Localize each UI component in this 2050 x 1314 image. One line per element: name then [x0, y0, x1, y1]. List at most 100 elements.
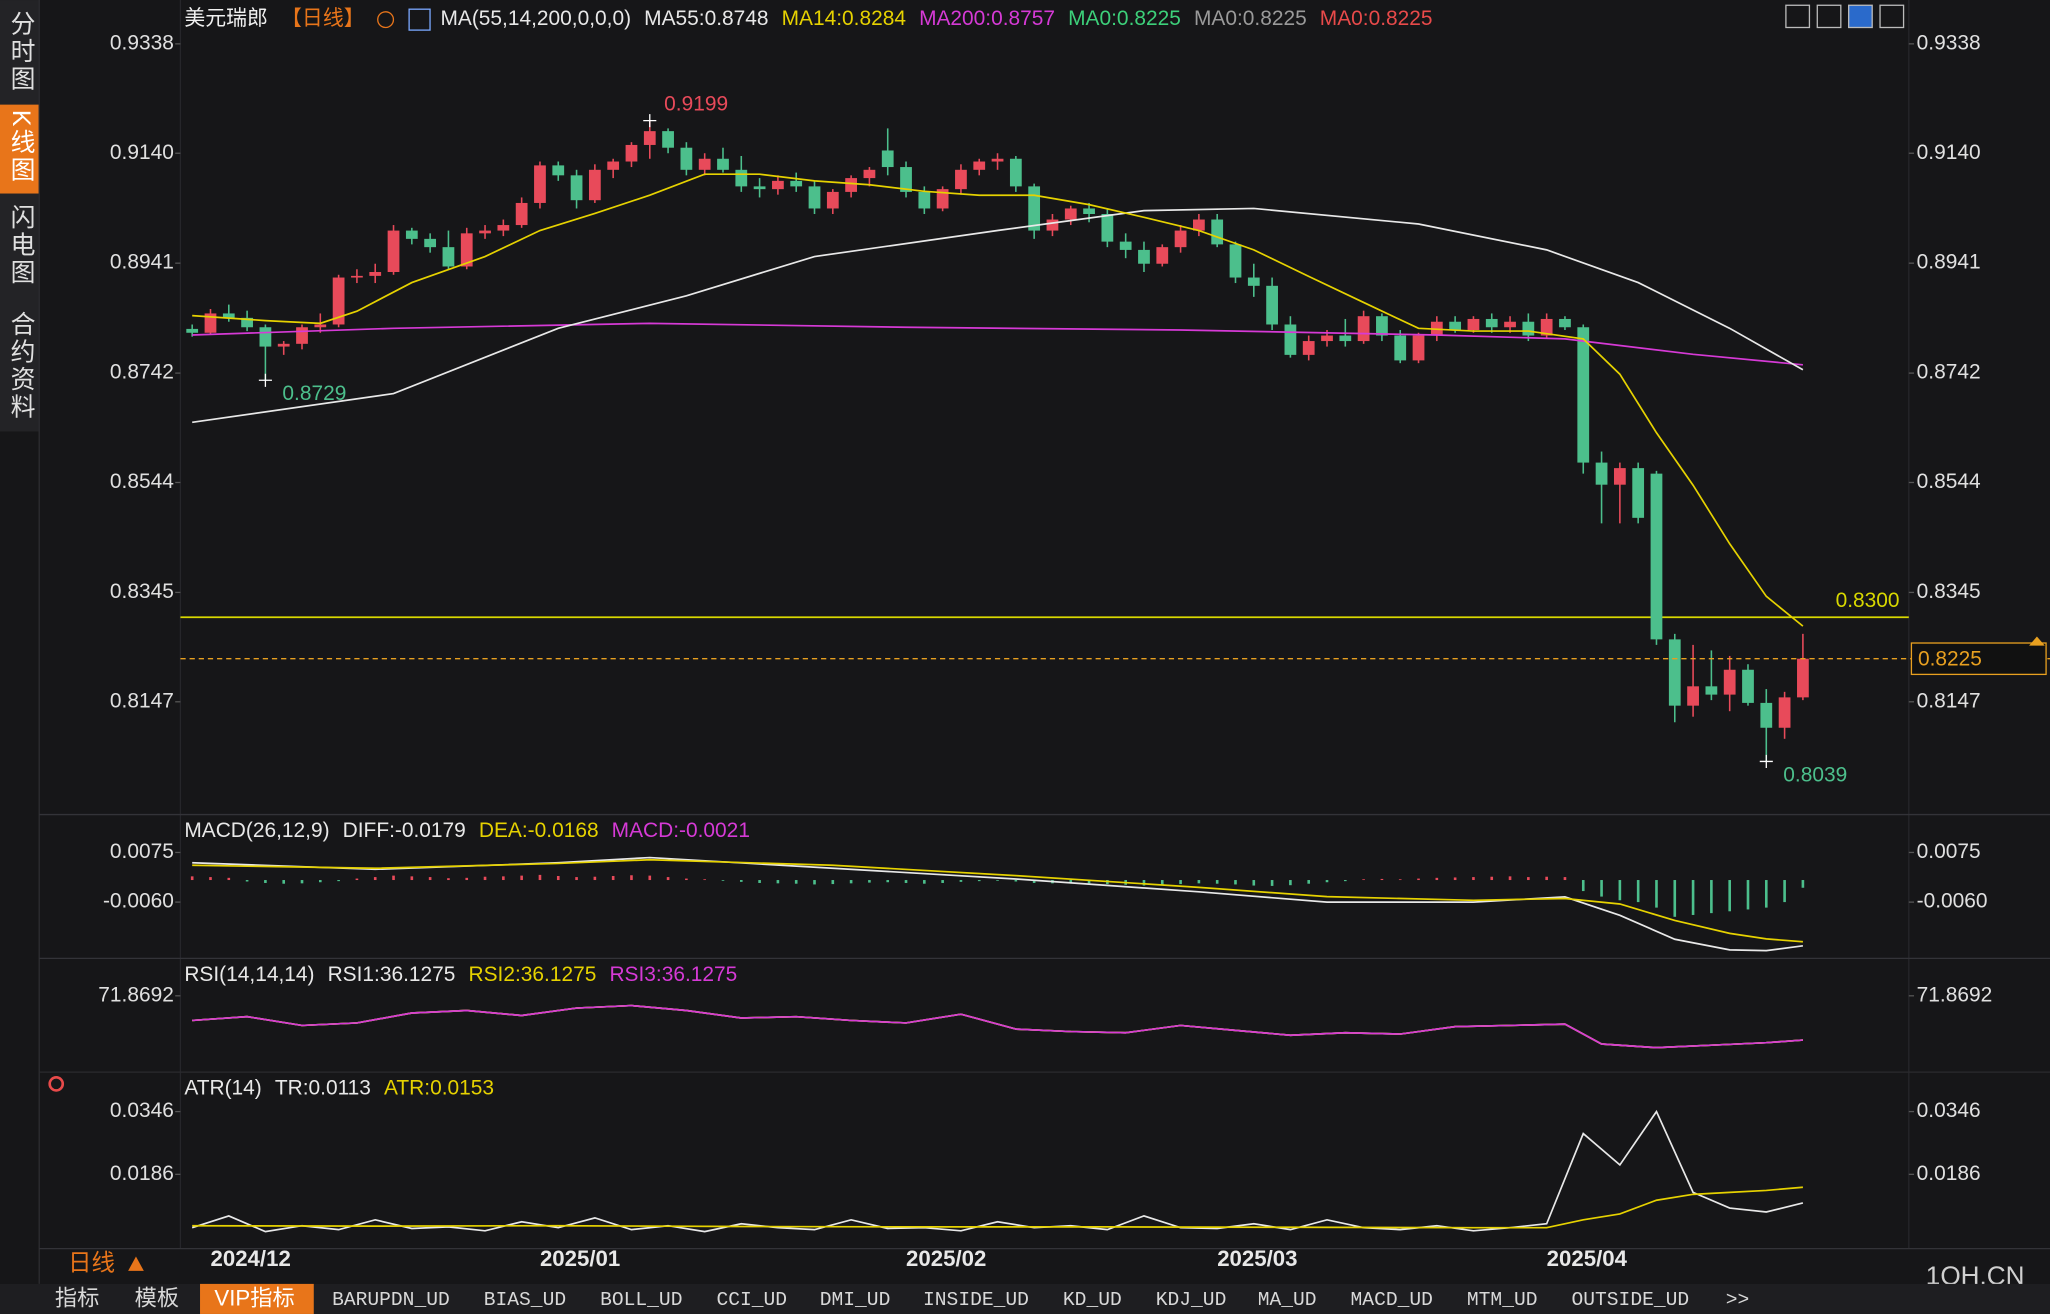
y-tick-label: 0.8345 [110, 580, 174, 603]
macd-bar [428, 877, 432, 881]
chart-title: 美元瑞郎 [184, 7, 268, 30]
macd-bar [1618, 880, 1622, 901]
x-tick-label: 2025/03 [1217, 1246, 1297, 1271]
bottom-tab[interactable]: DMI_UD [820, 1289, 891, 1311]
macd-bar [1783, 880, 1786, 903]
period-label[interactable]: 日线 [68, 1250, 115, 1276]
sidebar-tab[interactable]: 闪电图 [7, 204, 34, 287]
macd-bar [1087, 880, 1091, 884]
candle-body [1595, 462, 1608, 485]
macd-bar [556, 875, 560, 881]
candle-body [790, 180, 803, 187]
candle-body [881, 150, 894, 168]
candle-body [1559, 318, 1571, 328]
macd-bar [1508, 876, 1512, 881]
macd-bar [1252, 880, 1256, 886]
bottom-tab[interactable]: 指标 [55, 1285, 99, 1310]
macd-bar [264, 880, 267, 883]
sidebar-tab[interactable]: K线图 [7, 110, 34, 184]
macd-bar [502, 876, 505, 881]
candle-body [936, 189, 949, 209]
active-tab-bg [200, 1283, 314, 1314]
candle-body [845, 178, 857, 192]
candle-body [991, 158, 1004, 162]
candle-body [808, 186, 821, 209]
icon[interactable] [1816, 4, 1842, 29]
bottom-tab[interactable]: VIP指标 [214, 1285, 294, 1310]
candle-body [588, 169, 601, 201]
sidebar-tab[interactable]: 分时图 [7, 10, 34, 93]
icon[interactable] [48, 1076, 65, 1092]
y-tick-label: 0.9338 [1917, 31, 1981, 54]
candle-body [534, 165, 546, 203]
macd-bar [1362, 879, 1365, 881]
bottom-tab[interactable]: >> [1726, 1289, 1750, 1311]
y-tick-label: -0.0060 [1917, 890, 1988, 913]
candle-body [680, 147, 693, 170]
indicator-line [192, 858, 1803, 943]
icon[interactable] [1879, 4, 1905, 29]
sidebar [0, 0, 40, 432]
bottom-tab[interactable]: BARUPDN_UD [332, 1289, 450, 1311]
candle-body [479, 230, 491, 234]
y-tick-label: 0.8147 [1917, 689, 1981, 712]
x-tick-label: 2025/01 [540, 1246, 620, 1271]
bottom-tab[interactable]: KDJ_UD [1156, 1289, 1227, 1311]
macd-bar [447, 878, 450, 881]
high-label: 0.9199 [664, 92, 728, 115]
macd-bar [776, 880, 780, 884]
candle-body [552, 165, 565, 176]
x-tick-label: 2025/04 [1547, 1246, 1628, 1271]
icon[interactable] [1785, 4, 1811, 29]
bottom-tab[interactable]: MTM_UD [1467, 1289, 1538, 1311]
macd-bar [1197, 880, 1201, 884]
macd-bar [1545, 876, 1548, 881]
y-tick-label: 0.0186 [1917, 1162, 1981, 1185]
macd-bar [483, 876, 487, 881]
candle-body [222, 313, 235, 318]
bottom-tab[interactable]: KD_UD [1063, 1289, 1122, 1311]
y-tick-label: 0.8941 [1917, 251, 1981, 274]
bottom-tab[interactable]: BIAS_UD [484, 1289, 566, 1311]
candle-body [900, 167, 912, 192]
bottom-bar [0, 1283, 2050, 1314]
legend-entry: MACD:-0.0021 [612, 819, 750, 842]
period: 【日线】 [281, 7, 365, 30]
y-tick-label: 0.0186 [110, 1162, 174, 1185]
indicator-line [192, 1004, 1803, 1049]
period-arrow[interactable] [128, 1256, 144, 1271]
icon[interactable] [1848, 4, 1873, 29]
macd-bar [538, 874, 542, 881]
bottom-tab[interactable]: MA_UD [1258, 1289, 1317, 1311]
candle-body [918, 191, 931, 209]
macd-bar [1764, 880, 1768, 908]
y-tick-label: -0.0060 [103, 890, 174, 913]
legend-entry: ATR:0.0153 [384, 1077, 494, 1100]
macd-bar [923, 880, 926, 884]
bottom-tab[interactable]: OUTSIDE_UD [1571, 1289, 1689, 1311]
sidebar-tab[interactable]: 合约资料 [7, 311, 35, 421]
candle-body [625, 144, 638, 162]
bottom-tab[interactable]: 模板 [135, 1285, 179, 1310]
candle-body [662, 131, 674, 148]
bottom-tab[interactable]: CCI_UD [716, 1289, 787, 1311]
macd-bar [1160, 880, 1164, 886]
macd-bar [1453, 877, 1457, 881]
candle-body [351, 275, 363, 278]
macd-bar [410, 876, 414, 881]
bottom-tab[interactable]: BOLL_UD [600, 1289, 682, 1311]
macd-bar [1179, 880, 1182, 885]
macd-bar [1563, 877, 1567, 881]
legend-entry: RSI3:36.1275 [609, 963, 737, 986]
bottom-tab[interactable]: MACD_UD [1351, 1289, 1433, 1311]
candle-body [863, 169, 876, 179]
macd-bar [685, 878, 688, 881]
macd-bar [465, 877, 469, 881]
macd-bar [1655, 880, 1658, 908]
macd-bar [355, 878, 359, 881]
macd-bar [1746, 880, 1750, 910]
bottom-tab[interactable]: INSIDE_UD [923, 1289, 1029, 1311]
candle-body [1064, 208, 1077, 220]
candle-body [607, 161, 620, 170]
